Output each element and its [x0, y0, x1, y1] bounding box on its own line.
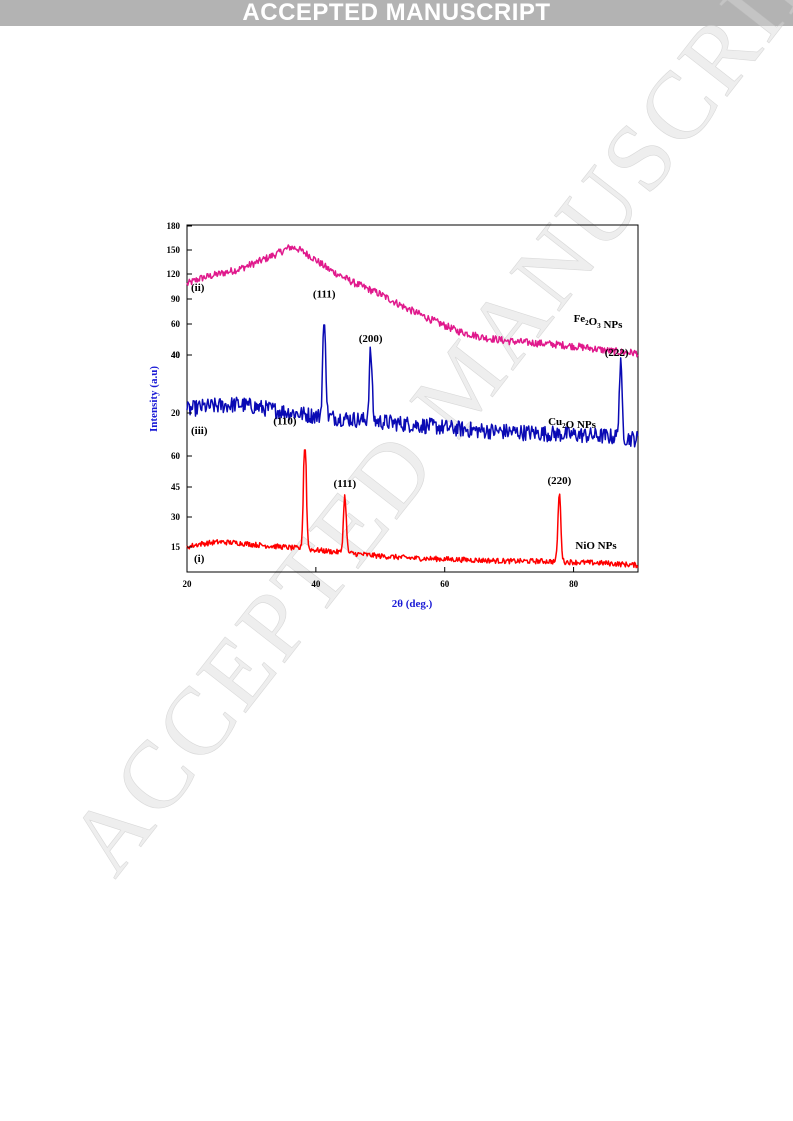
- x-tick-label: 40: [311, 579, 321, 589]
- panel-roman-label: (iii): [191, 425, 208, 437]
- series-line-3: [186, 449, 639, 569]
- peak-label: (111): [334, 478, 357, 490]
- y-tick-label: 90: [171, 294, 181, 304]
- peak-label: (220): [547, 475, 571, 487]
- y-tick-label: 30: [171, 512, 181, 522]
- y-tick-label: 60: [171, 451, 181, 461]
- y-tick-label: 150: [167, 245, 181, 255]
- peak-label: (200): [359, 333, 383, 345]
- panel-roman-label: (ii): [191, 282, 205, 294]
- peak-label: (222): [605, 347, 629, 359]
- y-tick-label: 180: [167, 221, 181, 231]
- series-name-label: NiO NPs: [575, 540, 617, 552]
- x-tick-label: 60: [440, 579, 450, 589]
- y-tick-label: 40: [171, 350, 181, 360]
- y-tick-label: 20: [171, 408, 181, 418]
- panel-roman-label: (i): [194, 553, 205, 565]
- series-name-label: Fe2O3 NPs: [574, 313, 624, 331]
- y-tick-label: 60: [171, 319, 181, 329]
- x-tick-label: 20: [183, 579, 193, 589]
- y-tick-label: 15: [171, 542, 181, 552]
- x-tick-label: 80: [569, 579, 579, 589]
- series-name-label: Cu2O NPs: [548, 416, 597, 431]
- x-axis-title: 2θ (deg.): [392, 598, 433, 610]
- peak-label: (110): [273, 416, 297, 428]
- series-layer: [186, 244, 639, 569]
- y-tick-label: 45: [171, 482, 181, 492]
- y-tick-label: 40: [171, 350, 181, 360]
- accepted-manuscript-banner: ACCEPTED MANUSCRIPT: [0, 0, 793, 26]
- plot-frame: [186, 224, 639, 573]
- watermark: ACCEPTED MANUSCRIPT: [47, 0, 793, 893]
- y-axis-title: Intensity (a.u): [148, 366, 160, 432]
- peak-label: (111): [313, 288, 336, 300]
- label-layer: Fe2O3 NPs (ii) Cu2O NPs (iii) (111) (200) (222…: [191, 282, 629, 565]
- series-line-2: [186, 324, 639, 448]
- y-tick-label: 120: [167, 269, 181, 279]
- series-line-1: [186, 244, 639, 358]
